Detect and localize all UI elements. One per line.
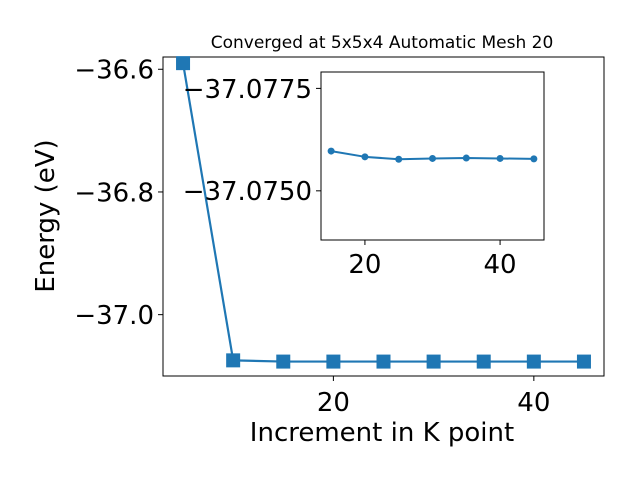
inset-data-point — [530, 155, 538, 163]
inset-y-tick-label: −37.0775 — [183, 75, 312, 105]
main-data-point — [376, 354, 391, 369]
main-y-tick-label: −37.0 — [74, 301, 154, 331]
main-y-tick-label: −36.8 — [74, 178, 154, 208]
inset-data-point — [462, 154, 470, 162]
main-data-point — [226, 353, 241, 368]
main-data-point — [326, 354, 341, 369]
main-y-tick-label: −36.6 — [74, 56, 154, 86]
inset-data-point — [361, 153, 369, 161]
inset-y-tick-label: −37.0750 — [183, 177, 312, 207]
main-data-point — [276, 354, 291, 369]
main-data-point — [476, 354, 491, 369]
inset-data-point — [429, 154, 436, 162]
inset-data-point — [496, 154, 504, 162]
main-x-tick-label: 20 — [317, 388, 350, 418]
chart-title: Converged at 5x5x4 Automatic Mesh 20 — [211, 33, 554, 53]
main-data-point — [176, 56, 191, 71]
main-data-point — [576, 354, 591, 369]
main-x-tick-label: 40 — [517, 388, 550, 418]
inset-x-tick-label: 20 — [348, 250, 381, 280]
main-data-point — [526, 354, 541, 369]
inset-plot-area: 20 40 −37.0750 −37.0775 — [183, 71, 545, 280]
y-axis-label: Energy (eV) — [31, 139, 61, 292]
inset-data-point — [327, 147, 335, 155]
main-data-point — [426, 354, 441, 369]
inset-data-point — [395, 155, 403, 163]
inset-x-tick-label: 40 — [484, 250, 517, 280]
x-axis-label: Increment in K point — [250, 418, 514, 448]
